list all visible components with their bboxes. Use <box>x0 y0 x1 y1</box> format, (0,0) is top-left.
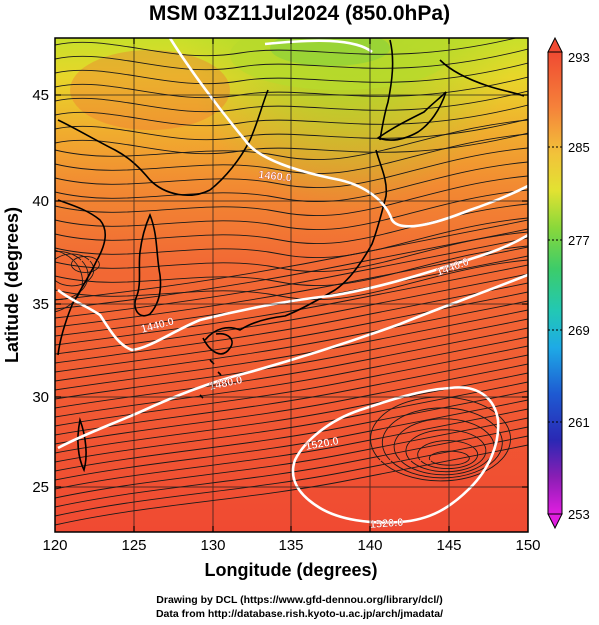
streamline <box>55 217 528 258</box>
streamline <box>55 354 528 436</box>
streamline <box>55 104 528 127</box>
x-tick-label: 130 <box>200 537 225 554</box>
credits: Drawing by DCL (https://www.gfd-dennou.o… <box>0 593 599 621</box>
streamline <box>55 132 528 155</box>
streamline <box>55 189 528 230</box>
streamline <box>55 327 528 409</box>
streamline <box>428 450 470 466</box>
streamline <box>393 418 495 476</box>
streamline <box>55 147 528 188</box>
y-tick-label: 25 <box>32 479 49 496</box>
streamline <box>55 435 528 517</box>
colorbar-top-arrow <box>547 36 563 53</box>
streamline <box>417 440 479 470</box>
colorbar-tick-label: 277 <box>568 233 590 248</box>
streamline <box>55 259 528 300</box>
x-tick-label: 145 <box>436 537 461 554</box>
streamline <box>55 336 528 418</box>
x-tick-label: 140 <box>357 537 382 554</box>
credit-line-drawing: Drawing by DCL (https://www.gfd-dennou.o… <box>156 594 443 606</box>
streamline <box>70 256 100 273</box>
streamline <box>55 372 528 454</box>
colorbar: 293 285 277 269 261 253 <box>547 36 590 530</box>
contour-label: 1520.0 <box>369 517 403 531</box>
y-tick-label: 30 <box>32 389 49 406</box>
x-tick-label: 125 <box>121 537 146 554</box>
x-axis <box>133 38 450 532</box>
y-tick-label: 40 <box>32 193 49 210</box>
streamline <box>55 48 528 71</box>
streamline <box>55 175 528 216</box>
colorbar-tick-label: 285 <box>568 140 590 155</box>
streamline <box>55 62 528 85</box>
colorbar-body <box>547 51 563 515</box>
streamline <box>55 309 528 391</box>
streamline <box>55 399 528 481</box>
wind-streamlines <box>55 38 528 526</box>
streamline <box>55 219 528 301</box>
streamline <box>55 417 528 499</box>
credit-line-data: Data from http://database.rish.kyoto-u.a… <box>155 608 444 620</box>
streamline <box>405 429 487 473</box>
streamline <box>55 300 528 382</box>
colorbar-tick-label: 269 <box>568 323 590 338</box>
streamline <box>55 408 528 490</box>
colorbar-tick-label: 293 <box>568 50 590 65</box>
streamline <box>55 426 528 508</box>
contour-lines <box>57 38 528 524</box>
y-axis <box>55 94 528 488</box>
map-title: MSM 03Z11Jul2024 (850.0hPa) <box>148 2 451 25</box>
colorbar-tick-label: 253 <box>568 507 590 522</box>
streamline <box>55 273 528 355</box>
streamline <box>55 161 528 202</box>
streamline <box>55 38 518 57</box>
y-axis-label: Latitude (degrees) <box>2 207 22 363</box>
streamline <box>55 245 528 286</box>
streamline <box>55 363 528 445</box>
streamline <box>370 396 511 482</box>
streamline <box>55 291 528 373</box>
x-tick-label: 135 <box>278 537 303 554</box>
x-axis-label: Longitude (degrees) <box>204 560 377 580</box>
x-tick-label: 150 <box>515 537 540 554</box>
y-tick-label: 35 <box>32 296 49 313</box>
streamline <box>55 251 89 300</box>
contour-label: 1460.0 <box>258 169 293 184</box>
streamline <box>55 390 528 472</box>
colorbar-tick-label: 261 <box>568 415 590 430</box>
streamline <box>55 444 528 526</box>
temperature-field: 1460.0 1440.0 1440.0 1480.0 1520.0 1520.… <box>55 38 528 532</box>
y-tick-label: 45 <box>32 87 49 104</box>
streamline <box>55 90 528 113</box>
x-tick-label: 120 <box>42 537 67 554</box>
graticule <box>55 38 528 532</box>
streamline <box>55 231 528 272</box>
streamline <box>381 407 503 479</box>
streamline <box>55 264 528 346</box>
streamline <box>55 318 528 400</box>
colorbar-bottom-arrow <box>547 513 563 530</box>
contour-label: 1520.0 <box>304 435 339 453</box>
